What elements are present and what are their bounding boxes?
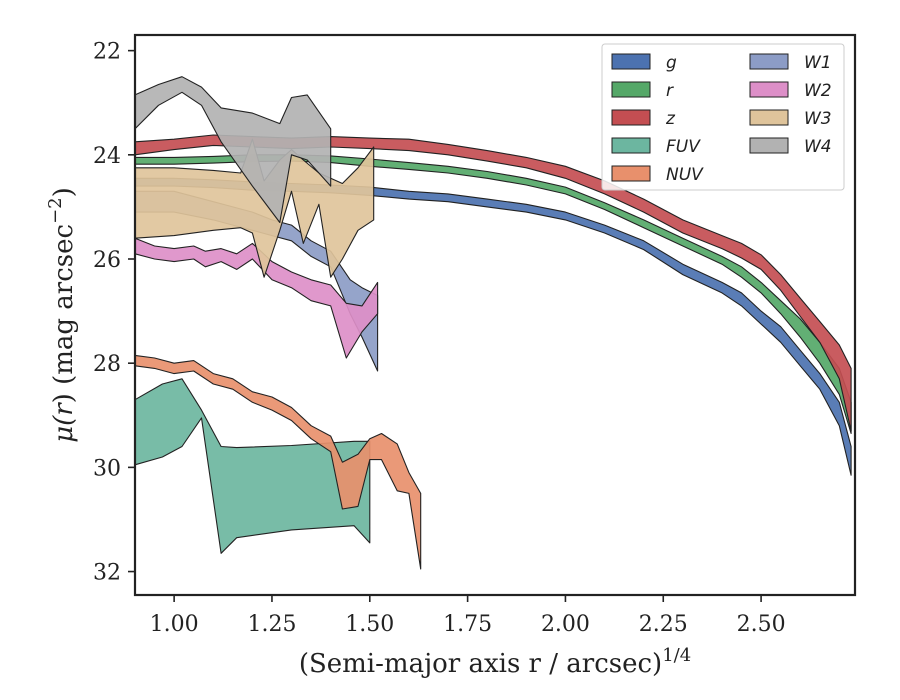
plot-frame — [133, 33, 857, 597]
legend-label-w4: W4 — [804, 137, 832, 157]
x-axis-label-text: (Semi-major axis r / arcsec) — [299, 649, 662, 679]
band-g — [134, 177, 852, 476]
legend-label-w2: W2 — [804, 81, 832, 101]
legend-label-g: g — [666, 53, 677, 73]
legend-label-r: r — [666, 81, 674, 101]
legend-label-fuv: FUV — [666, 137, 701, 157]
x-tick-label: 1.25 — [247, 612, 296, 637]
band-w2 — [134, 237, 379, 359]
y-tick-label: 24 — [93, 144, 121, 169]
x-tick-label: 1.75 — [443, 612, 492, 637]
legend-label-nuv: NUV — [666, 165, 704, 185]
legend-swatch-w1 — [749, 53, 789, 70]
series-bands — [134, 76, 852, 570]
band-nuv — [134, 354, 422, 570]
legend-swatch-z — [611, 109, 651, 126]
y-axis-label-suffix: ) (mag arcsec — [49, 224, 79, 403]
y-tick-label: 26 — [93, 248, 121, 273]
x-axis-label-exponent: 1/4 — [662, 645, 691, 666]
y-axis: 22 24 26 28 30 32 — [93, 40, 135, 586]
legend-swatch-g — [611, 53, 651, 70]
y-axis-label-prefix: μ( — [49, 415, 79, 443]
y-tick-label: 28 — [93, 352, 121, 377]
legend-swatch-r — [611, 81, 651, 98]
x-tick-label: 2.50 — [737, 612, 786, 637]
x-axis: 1.00 1.25 1.50 1.75 2.00 2.25 2.50 — [150, 595, 786, 637]
legend-label-z: z — [665, 109, 676, 129]
x-axis-label: (Semi-major axis r / arcsec)1/4 — [299, 645, 691, 679]
x-tick-label: 1.50 — [345, 612, 394, 637]
legend-label-w3: W3 — [804, 109, 832, 129]
legend: grz FUV NUV W1 W2 W3 W4 — [601, 43, 845, 191]
x-tick-label: 1.00 — [150, 612, 199, 637]
y-tick-label: 30 — [93, 456, 121, 481]
y-axis-label: μ(r) (mag arcsec−2) — [45, 187, 79, 443]
x-tick-label: 2.00 — [541, 612, 590, 637]
y-tick-label: 32 — [93, 561, 121, 586]
band-r — [134, 154, 852, 435]
band-w4 — [134, 76, 332, 224]
band-fuv — [134, 378, 371, 554]
legend-swatch-w3 — [749, 109, 789, 126]
y-axis-label-close: ) — [49, 187, 79, 197]
x-tick-label: 2.25 — [639, 612, 688, 637]
legend-swatch-fuv — [611, 137, 651, 154]
legend-label-w1: W1 — [804, 53, 832, 73]
y-axis-label-var: r — [49, 402, 79, 416]
legend-swatch-w2 — [749, 81, 789, 98]
legend-swatch-nuv — [611, 165, 651, 182]
band-z — [134, 134, 852, 432]
legend-swatch-w4 — [749, 137, 789, 154]
y-tick-label: 22 — [93, 40, 121, 65]
y-axis-label-exponent: −2 — [45, 197, 66, 224]
